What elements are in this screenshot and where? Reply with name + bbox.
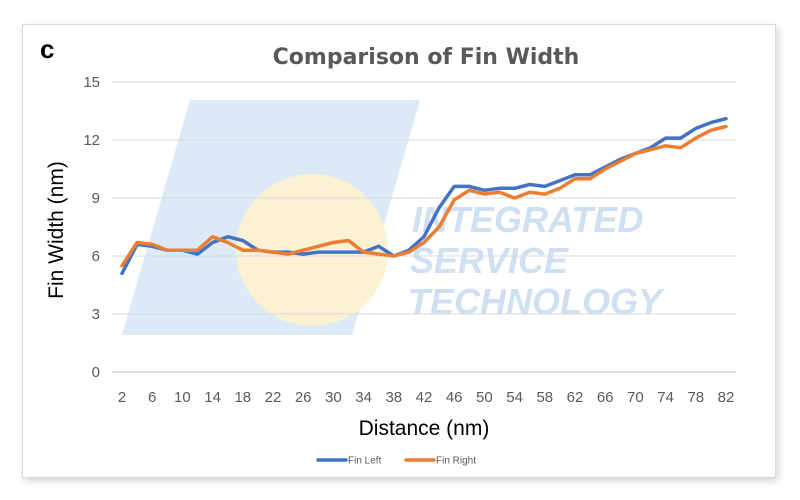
watermark-line-2: SERVICE [410, 240, 569, 281]
x-tick-label: 38 [385, 389, 402, 406]
x-tick-label: 78 [687, 389, 704, 406]
x-tick-label: 30 [325, 389, 342, 406]
x-tick-label: 18 [234, 389, 251, 406]
x-tick-label: 50 [476, 389, 493, 406]
x-tick-label: 58 [536, 389, 553, 406]
x-tick-label: 62 [567, 389, 584, 406]
x-tick-label: 2 [118, 389, 126, 406]
x-tick-label: 70 [627, 389, 644, 406]
x-tick-label: 26 [295, 389, 312, 406]
legend-label: Fin Left [348, 456, 382, 467]
panel-label: c [40, 34, 54, 64]
x-tick-label: 54 [506, 389, 523, 406]
x-tick-label: 74 [657, 389, 674, 406]
x-tick-label: 22 [265, 389, 282, 406]
chart-title: Comparison of Fin Width [273, 45, 580, 70]
legend-label: Fin Right [436, 456, 476, 467]
y-tick-label: 6 [92, 248, 100, 265]
watermark-line-1: INTEGRATED [412, 199, 643, 240]
y-tick-label: 12 [83, 132, 100, 149]
watermark-stripes [266, 176, 326, 226]
x-tick-label: 46 [446, 389, 463, 406]
gridlines [112, 81, 736, 373]
watermark-line-3: TECHNOLOGY [408, 281, 665, 322]
y-tick-label: 0 [92, 364, 100, 381]
series-line-fin-right [120, 124, 728, 268]
x-tick-label: 34 [355, 389, 372, 406]
x-tick-labels: 2 6 10 14 18 22 26 30 34 38 42 46 50 54 58 62 66 70 74 78 82 [118, 389, 735, 406]
x-tick-label: 82 [718, 389, 735, 406]
y-tick-label: 3 [92, 306, 100, 323]
x-axis-label: Distance (nm) [359, 417, 490, 440]
x-tick-label: 14 [204, 389, 221, 406]
x-tick-label: 42 [416, 389, 433, 406]
x-tick-label: 6 [148, 389, 156, 406]
x-tick-label: 66 [597, 389, 614, 406]
series-lines [120, 116, 728, 276]
y-axis-label: Fin Width (nm) [45, 161, 68, 299]
y-tick-label: 15 [83, 74, 100, 91]
watermark-yellow-disc [236, 174, 388, 326]
x-tick-label: 10 [174, 389, 191, 406]
legend: Fin Left Fin Right [316, 456, 476, 467]
ist-watermark-logo: INTEGRATED SERVICE TECHNOLOGY [122, 100, 665, 335]
y-tick-labels: 0 3 6 9 12 15 [83, 74, 100, 381]
y-tick-label: 9 [92, 190, 100, 207]
